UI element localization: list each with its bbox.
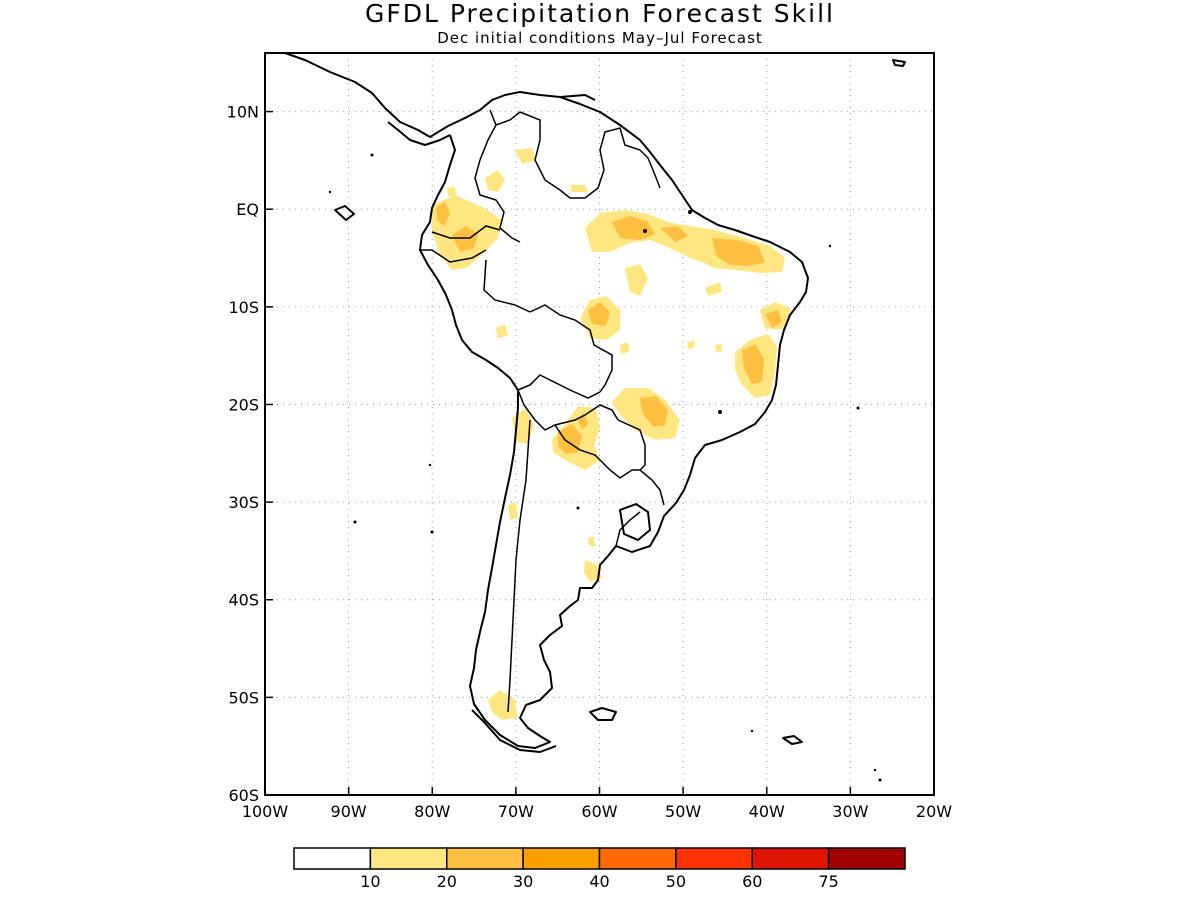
y-tick-label: 20S	[228, 395, 259, 414]
colorbar-swatch	[446, 847, 524, 870]
country-borders	[420, 109, 665, 713]
colorbar-label: 50	[666, 872, 686, 891]
x-tick-label: 90W	[331, 802, 367, 821]
x-tick-label: 40W	[749, 802, 785, 821]
y-tick-label: 60S	[228, 786, 259, 805]
colorbar-label: 30	[513, 872, 533, 891]
y-tick-label: EQ	[236, 200, 259, 219]
colorbar-swatch	[522, 847, 601, 870]
x-tick-label: 100W	[242, 802, 289, 821]
colorbar-swatch	[293, 847, 372, 870]
y-tick-label: 40S	[228, 591, 259, 610]
skill-20-30-areas	[436, 202, 782, 454]
coastlines	[284, 53, 906, 753]
map-subtitle: Dec initial conditions May–Jul Forecast	[437, 29, 763, 47]
colorbar-swatch	[751, 847, 830, 870]
axis-labels: 100W 90W 80W 70W 60W 50W 40W 30W 20W 10N EQ 10S 20S 3…	[227, 103, 953, 821]
colorbar: 10 20 30 40 50 60 75	[293, 847, 906, 891]
graticule-grid	[264, 53, 935, 796]
small-islands	[328, 153, 882, 782]
skill-shading	[432, 148, 790, 720]
colorbar-label: 75	[818, 872, 838, 891]
colorbar-swatch	[827, 847, 906, 870]
y-tick-label: 50S	[228, 688, 259, 707]
colorbar-label: 40	[589, 872, 609, 891]
colorbar-label: 60	[742, 872, 762, 891]
colorbar-swatch	[369, 847, 448, 870]
colorbar-swatch	[598, 847, 677, 870]
map-title: GFDL Precipitation Forecast Skill	[364, 0, 835, 28]
x-tick-label: 30W	[832, 802, 868, 821]
x-tick-label: 70W	[498, 802, 534, 821]
colorbar-label: 20	[437, 872, 457, 891]
x-tick-label: 20W	[916, 802, 952, 821]
y-tick-label: 10N	[227, 103, 259, 122]
colorbar-swatch	[675, 847, 753, 870]
x-tick-label: 80W	[414, 802, 450, 821]
y-tick-label: 10S	[228, 298, 259, 317]
y-tick-label: 30S	[228, 493, 259, 512]
x-tick-label: 50W	[665, 802, 701, 821]
x-tick-label: 60W	[581, 802, 617, 821]
colorbar-label: 10	[360, 872, 380, 891]
